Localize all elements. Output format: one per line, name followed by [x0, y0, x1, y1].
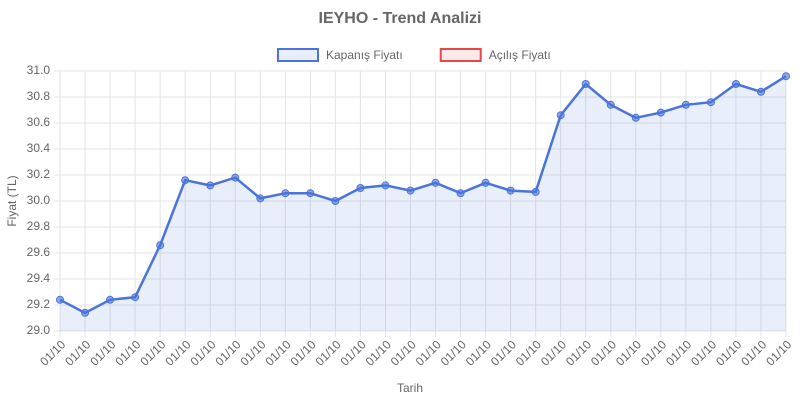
y-tick-label: 29.8: [27, 219, 51, 233]
y-tick-label: 29.6: [27, 245, 51, 259]
point: [656, 108, 665, 117]
point: [306, 189, 315, 198]
x-tick-label: 01/10: [87, 337, 118, 368]
x-tick-label: 01/10: [238, 337, 269, 368]
x-tick-label: 01/10: [212, 337, 243, 368]
x-tick-label: 01/10: [588, 337, 619, 368]
x-tick-label: 01/10: [137, 337, 168, 368]
x-tick-label: 01/10: [313, 337, 344, 368]
point: [531, 187, 540, 196]
point: [56, 295, 64, 304]
point: [406, 186, 415, 195]
x-tick-label: 01/10: [37, 337, 68, 368]
point: [81, 308, 90, 317]
x-axis-title: Tarih: [397, 381, 423, 395]
point: [131, 293, 140, 302]
x-tick-label: 01/10: [663, 337, 694, 368]
point: [581, 80, 590, 88]
point: [681, 100, 690, 109]
x-tick-label: 01/10: [288, 337, 319, 368]
y-tick-label: 31.0: [27, 63, 51, 77]
x-tick-label: 01/10: [438, 337, 469, 368]
point: [631, 113, 640, 122]
y-tick-label: 30.6: [27, 115, 51, 129]
area: [60, 76, 786, 331]
x-tick-label: 01/10: [563, 337, 594, 368]
y-axis-title: Fiyat (TL): [5, 175, 19, 226]
x-tick-label: 01/10: [538, 337, 569, 368]
legend-label: Açılış Fiyatı: [489, 48, 551, 62]
x-tick-label: 01/10: [338, 337, 369, 368]
x-tick-label: 01/10: [187, 337, 218, 368]
point: [556, 111, 565, 120]
x-tick-label: 01/10: [388, 337, 419, 368]
x-tick-label: 01/10: [738, 337, 769, 368]
legend-label: Kapanış Fiyatı: [326, 48, 403, 62]
point: [706, 98, 715, 107]
point: [782, 72, 790, 81]
point: [481, 178, 490, 187]
point: [756, 87, 765, 96]
x-tick-label: 01/10: [638, 337, 669, 368]
y-tick-label: 30.4: [27, 141, 51, 155]
point: [206, 181, 215, 190]
point: [381, 181, 390, 190]
x-tick-label: 01/10: [463, 337, 494, 368]
x-tick-label: 01/10: [112, 337, 143, 368]
x-tick-label: 01/10: [488, 337, 519, 368]
y-tick-label: 29.4: [27, 271, 51, 285]
legend-swatch: [439, 48, 482, 62]
point: [106, 295, 115, 304]
y-tick-label: 30.0: [27, 193, 51, 207]
chart-title: IEYHO - Trend Analizi: [319, 10, 482, 27]
point: [281, 189, 290, 198]
y-tick-label: 30.2: [27, 167, 51, 181]
point: [731, 80, 740, 88]
point: [156, 241, 165, 250]
y-tick-label: 29.0: [27, 323, 51, 337]
x-tick-label: 01/10: [613, 337, 644, 368]
point: [331, 197, 340, 205]
point: [256, 194, 265, 203]
x-tick-label: 01/10: [513, 337, 544, 368]
x-tick-label: 01/10: [363, 337, 394, 368]
y-tick-label: 29.2: [27, 297, 51, 311]
point: [431, 178, 440, 187]
x-tick-label: 01/10: [763, 337, 794, 368]
point: [506, 186, 515, 195]
x-tick-label: 01/10: [713, 337, 744, 368]
point: [606, 100, 615, 109]
x-tick-label: 01/10: [62, 337, 93, 368]
point: [181, 176, 190, 185]
line: [59, 75, 787, 315]
point: [231, 173, 240, 182]
legend-swatch: [277, 48, 319, 62]
x-tick-label: 01/10: [413, 337, 444, 368]
x-tick-label: 01/10: [688, 337, 719, 368]
y-tick-label: 30.8: [27, 89, 51, 103]
x-tick-label: 01/10: [263, 337, 294, 368]
point: [356, 184, 365, 192]
point: [456, 189, 465, 198]
x-tick-label: 01/10: [162, 337, 193, 368]
